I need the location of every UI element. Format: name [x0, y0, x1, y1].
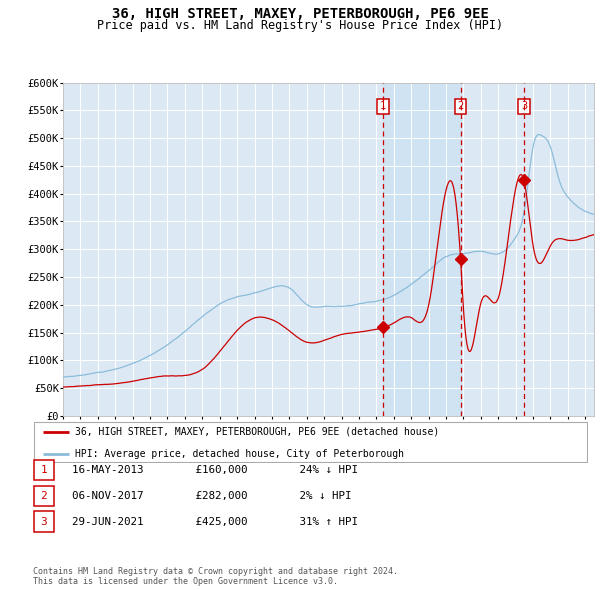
Text: 1: 1: [40, 465, 47, 474]
Text: 06-NOV-2017        £282,000        2% ↓ HPI: 06-NOV-2017 £282,000 2% ↓ HPI: [59, 491, 352, 500]
Text: 2: 2: [458, 101, 464, 112]
Text: 1: 1: [380, 101, 386, 112]
FancyBboxPatch shape: [34, 512, 53, 532]
Bar: [383, 83, 461, 416]
Text: Price paid vs. HM Land Registry's House Price Index (HPI): Price paid vs. HM Land Registry's House …: [97, 19, 503, 32]
Text: HPI: Average price, detached house, City of Peterborough: HPI: Average price, detached house, City…: [74, 449, 404, 459]
Text: Contains HM Land Registry data © Crown copyright and database right 2024.
This d: Contains HM Land Registry data © Crown c…: [33, 567, 398, 586]
Text: 2: 2: [40, 491, 47, 500]
FancyBboxPatch shape: [34, 460, 53, 480]
Text: 16-MAY-2013        £160,000        24% ↓ HPI: 16-MAY-2013 £160,000 24% ↓ HPI: [59, 465, 358, 474]
FancyBboxPatch shape: [34, 486, 53, 506]
FancyBboxPatch shape: [34, 421, 587, 463]
Text: 36, HIGH STREET, MAXEY, PETERBOROUGH, PE6 9EE: 36, HIGH STREET, MAXEY, PETERBOROUGH, PE…: [112, 7, 488, 21]
Text: 3: 3: [521, 101, 527, 112]
Text: 29-JUN-2021        £425,000        31% ↑ HPI: 29-JUN-2021 £425,000 31% ↑ HPI: [59, 517, 358, 526]
Text: 36, HIGH STREET, MAXEY, PETERBOROUGH, PE6 9EE (detached house): 36, HIGH STREET, MAXEY, PETERBOROUGH, PE…: [74, 427, 439, 437]
Text: 3: 3: [40, 517, 47, 526]
